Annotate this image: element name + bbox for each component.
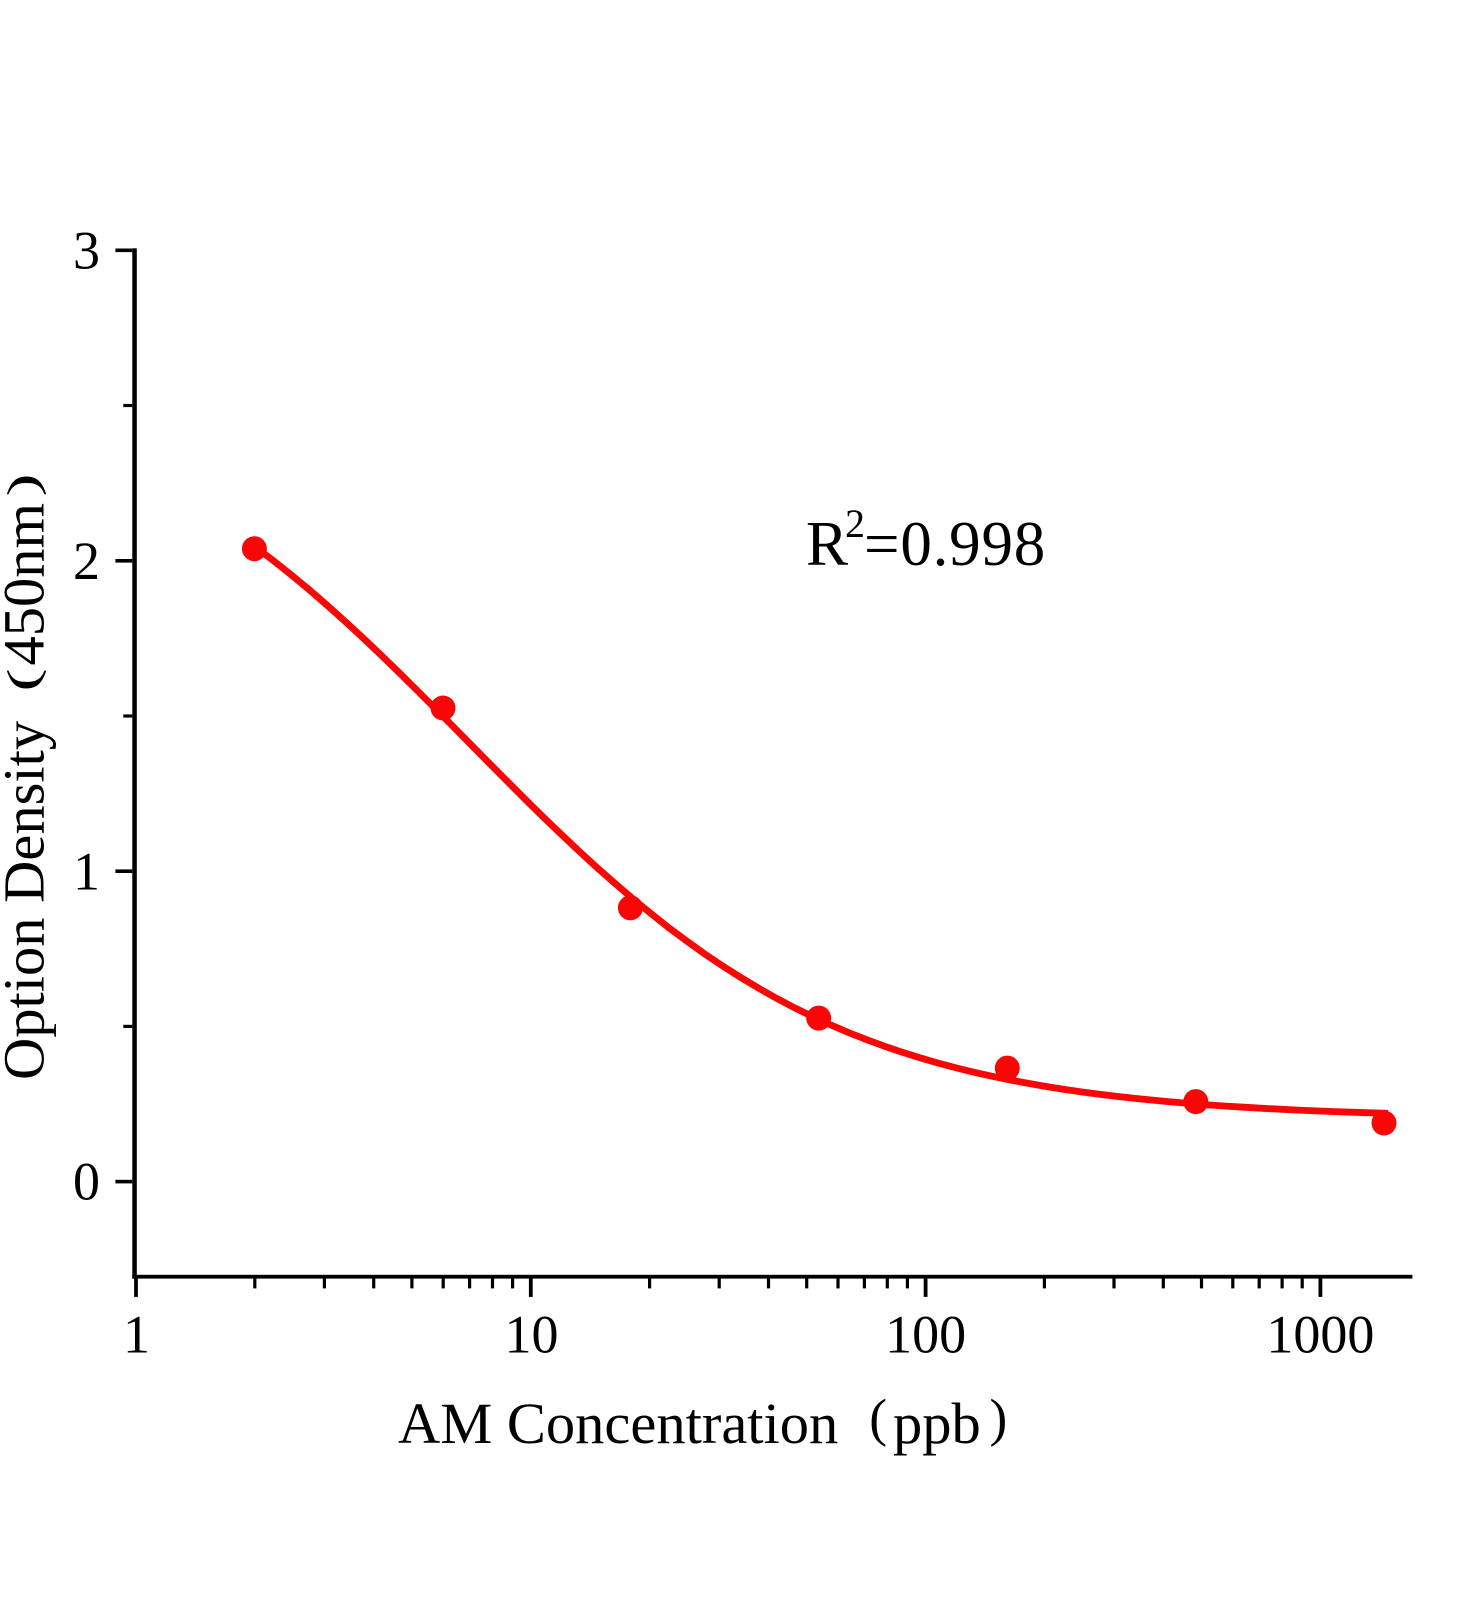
svg-text:Option Density: Option Density (0, 720, 57, 1080)
svg-text:AM Concentration: AM Concentration (398, 1391, 838, 1456)
svg-text:450nm: 450nm (0, 503, 57, 666)
svg-text:(: ( (869, 1389, 887, 1448)
svg-text:1: 1 (73, 841, 100, 901)
svg-text:1: 1 (123, 1305, 150, 1365)
svg-text:ppb: ppb (893, 1391, 981, 1456)
svg-text:2: 2 (73, 531, 100, 591)
svg-text:R: R (806, 509, 848, 579)
svg-text:0: 0 (73, 1152, 100, 1212)
svg-text:1000: 1000 (1266, 1305, 1374, 1365)
svg-text:): ) (990, 1389, 1008, 1448)
svg-text:100: 100 (885, 1305, 966, 1365)
svg-text:): ) (0, 473, 47, 496)
svg-text:3: 3 (73, 220, 100, 280)
svg-text:=0.998: =0.998 (864, 509, 1046, 579)
svg-text:2: 2 (845, 501, 865, 546)
svg-text:(: ( (0, 668, 47, 691)
svg-text:10: 10 (505, 1305, 559, 1365)
